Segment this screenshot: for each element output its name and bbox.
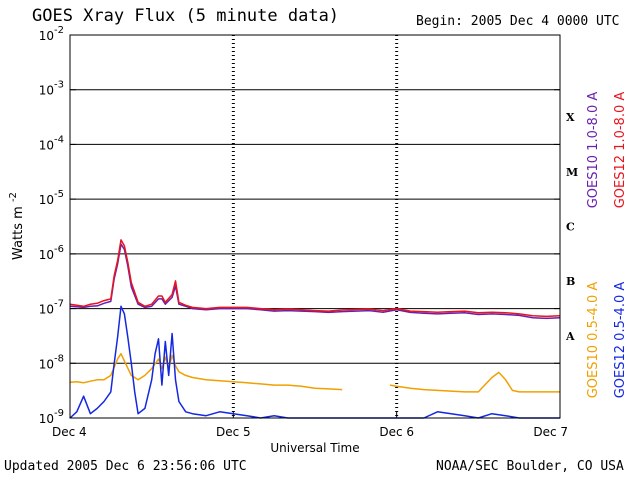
x-tick-label: Dec 6 — [379, 425, 414, 439]
x-tick-label: Dec 7 — [533, 425, 568, 439]
series-line — [69, 239, 561, 318]
plot-frame — [69, 34, 561, 419]
y-tick-label: 10-9 — [39, 408, 64, 426]
y-tick-label: 10-4 — [39, 134, 64, 152]
legend-entry: GOES12 1.0-8.0 A — [613, 92, 628, 209]
y-tick-label: 10-2 — [39, 25, 64, 43]
chart-title: GOES Xray Flux (5 minute data) — [32, 6, 340, 26]
flare-class-label: B — [566, 275, 575, 288]
begin-time: Begin: 2005 Dec 4 0000 UTC — [416, 14, 620, 29]
flare-class-label: X — [566, 111, 575, 124]
legend: GOES10 1.0-8.0 A GOES12 1.0-8.0 A GOES10 0… — [586, 92, 628, 399]
legend-entry: GOES10 0.5-4.0 A — [586, 282, 601, 399]
x-tick-label: Dec 5 — [216, 425, 251, 439]
grid-lines — [70, 35, 560, 418]
updated-timestamp: Updated 2005 Dec 6 23:56:06 UTC — [4, 459, 247, 474]
series-line — [69, 352, 560, 393]
flare-class-label: M — [566, 166, 578, 179]
series-lines — [69, 239, 561, 419]
y-tick-label: 10-8 — [39, 353, 64, 371]
legend-entry: GOES10 1.0-8.0 A — [586, 92, 601, 209]
y-tick-label: 10-5 — [39, 189, 64, 207]
x-axis-label: Universal Time — [270, 441, 359, 455]
x-axis-ticks: Dec 4 Dec 5 Dec 6 Dec 7 — [52, 412, 568, 439]
y-tick-label: 10-6 — [39, 244, 64, 262]
legend-entry: GOES12 0.5-4.0 A — [613, 282, 628, 399]
credit-text: NOAA/SEC Boulder, CO USA — [436, 459, 624, 474]
y-tick-label: 10-7 — [39, 299, 64, 317]
flare-class-label: C — [566, 221, 575, 234]
y-axis-label: Watts m -2 — [8, 192, 26, 260]
x-tick-label: Dec 4 — [52, 425, 87, 439]
series-line — [69, 305, 560, 419]
flare-class-label: A — [565, 330, 575, 343]
series-line — [69, 243, 561, 320]
y-tick-label: 10-3 — [39, 80, 64, 98]
flare-class-labels: A B C M X — [565, 111, 578, 343]
y-axis-ticks: 10-9 10-8 10-7 10-6 10-5 10-4 10-3 10-2 — [39, 25, 560, 426]
